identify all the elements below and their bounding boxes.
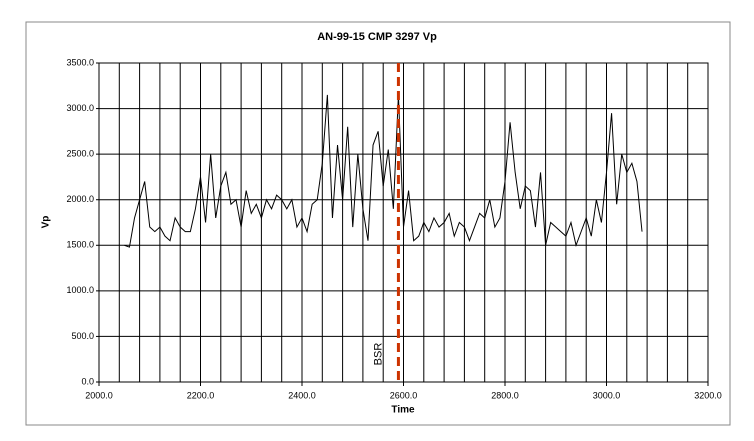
chart-frame — [25, 21, 731, 426]
y-axis-title: Vp — [41, 216, 52, 229]
x-tick-label: 2000.0 — [85, 390, 113, 400]
y-tick-label: 1500.0 — [66, 240, 94, 250]
x-tick-label: 2200.0 — [187, 390, 215, 400]
y-tick-label: 500.0 — [71, 331, 94, 341]
y-tick-label: 0.0 — [81, 376, 94, 386]
x-tick-label: 2400.0 — [288, 390, 316, 400]
x-axis-title: Time — [391, 405, 415, 416]
plot-area — [98, 62, 709, 383]
y-tick-label: 2500.0 — [66, 149, 94, 159]
annotation-label: BSR — [372, 343, 384, 366]
x-tick-label: 3200.0 — [694, 390, 722, 400]
x-tick-label: 2800.0 — [491, 390, 519, 400]
x-tick-label: 3000.0 — [593, 390, 621, 400]
x-tick-label: 2600.0 — [390, 390, 418, 400]
y-tick-label: 2000.0 — [66, 194, 94, 204]
y-tick-label: 3000.0 — [66, 103, 94, 113]
y-tick-label: 1000.0 — [66, 285, 94, 295]
y-tick-label: 3500.0 — [66, 57, 94, 67]
series-line — [124, 94, 643, 248]
chart-title: AN-99-15 CMP 3297 Vp — [317, 31, 437, 43]
